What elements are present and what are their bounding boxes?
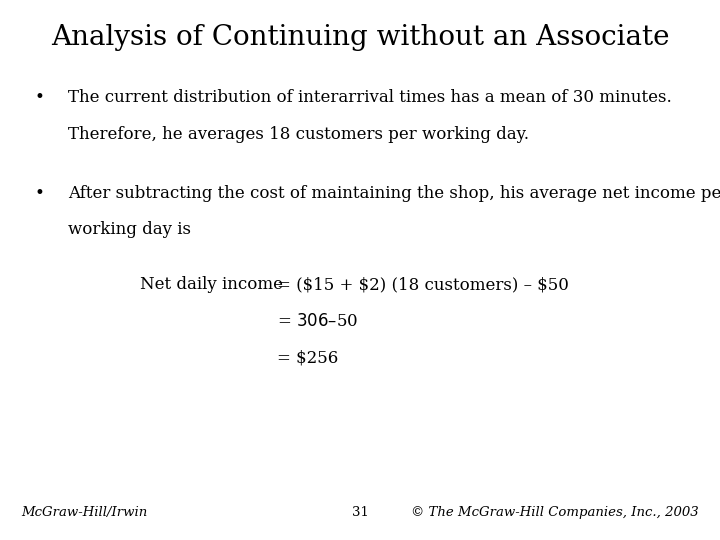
Text: Therefore, he averages 18 customers per working day.: Therefore, he averages 18 customers per … bbox=[68, 126, 529, 143]
Text: After subtracting the cost of maintaining the shop, his average net income per: After subtracting the cost of maintainin… bbox=[68, 185, 720, 201]
Text: © The McGraw-Hill Companies, Inc., 2003: © The McGraw-Hill Companies, Inc., 2003 bbox=[411, 507, 698, 519]
Text: = $306 – $50: = $306 – $50 bbox=[277, 313, 359, 330]
Text: = ($15 + $2) (18 customers) – $50: = ($15 + $2) (18 customers) – $50 bbox=[277, 276, 569, 293]
Text: McGraw-Hill/Irwin: McGraw-Hill/Irwin bbox=[22, 507, 148, 519]
Text: •: • bbox=[35, 89, 45, 106]
Text: = $256: = $256 bbox=[277, 350, 338, 367]
Text: Net daily income: Net daily income bbox=[140, 276, 284, 293]
Text: 31: 31 bbox=[351, 507, 369, 519]
Text: working day is: working day is bbox=[68, 221, 192, 238]
Text: •: • bbox=[35, 185, 45, 201]
Text: Analysis of Continuing without an Associate: Analysis of Continuing without an Associ… bbox=[50, 24, 670, 51]
Text: The current distribution of interarrival times has a mean of 30 minutes.: The current distribution of interarrival… bbox=[68, 89, 672, 106]
